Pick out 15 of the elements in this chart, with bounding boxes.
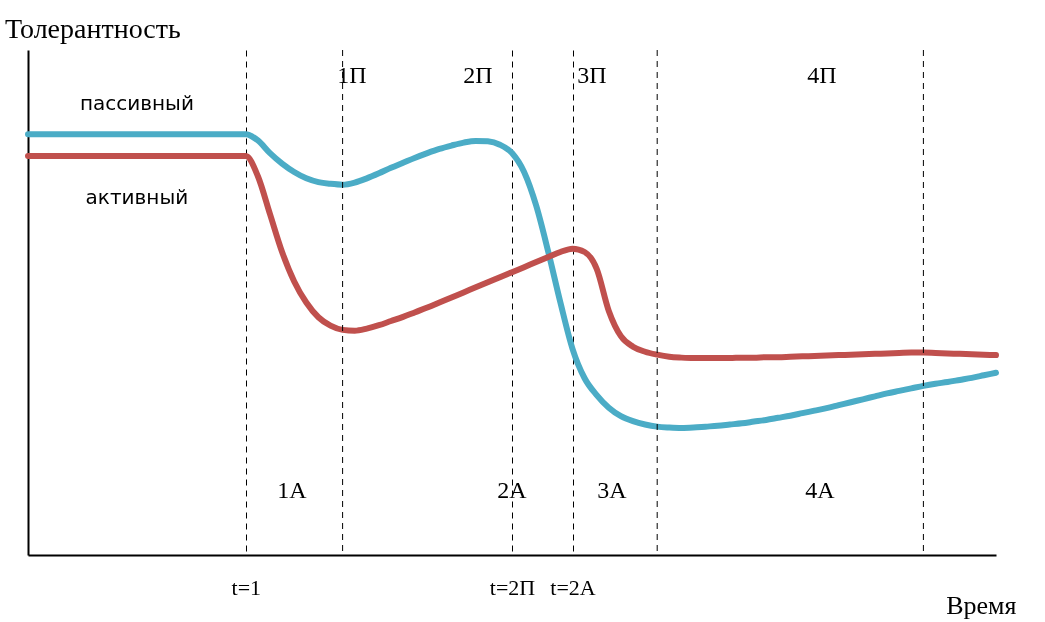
annotation: 2А — [497, 477, 528, 503]
chart-title: Толерантность — [5, 12, 181, 44]
x-tick-label: t=1 — [231, 574, 262, 600]
annotation: 3А — [597, 477, 628, 503]
series-label: активный — [85, 185, 189, 210]
text: 1П — [337, 62, 367, 88]
x-tick-label: t=2А — [550, 574, 596, 600]
series-label: пассивный — [79, 91, 194, 116]
annotation: 1А — [277, 477, 308, 503]
text: 4П — [807, 62, 837, 88]
text: 2П — [463, 62, 493, 88]
x-axis-title: Время — [946, 590, 1017, 620]
text: 3П — [577, 62, 607, 88]
annotation: 4А — [805, 477, 836, 503]
x-tick-label: t=2П — [489, 574, 536, 600]
